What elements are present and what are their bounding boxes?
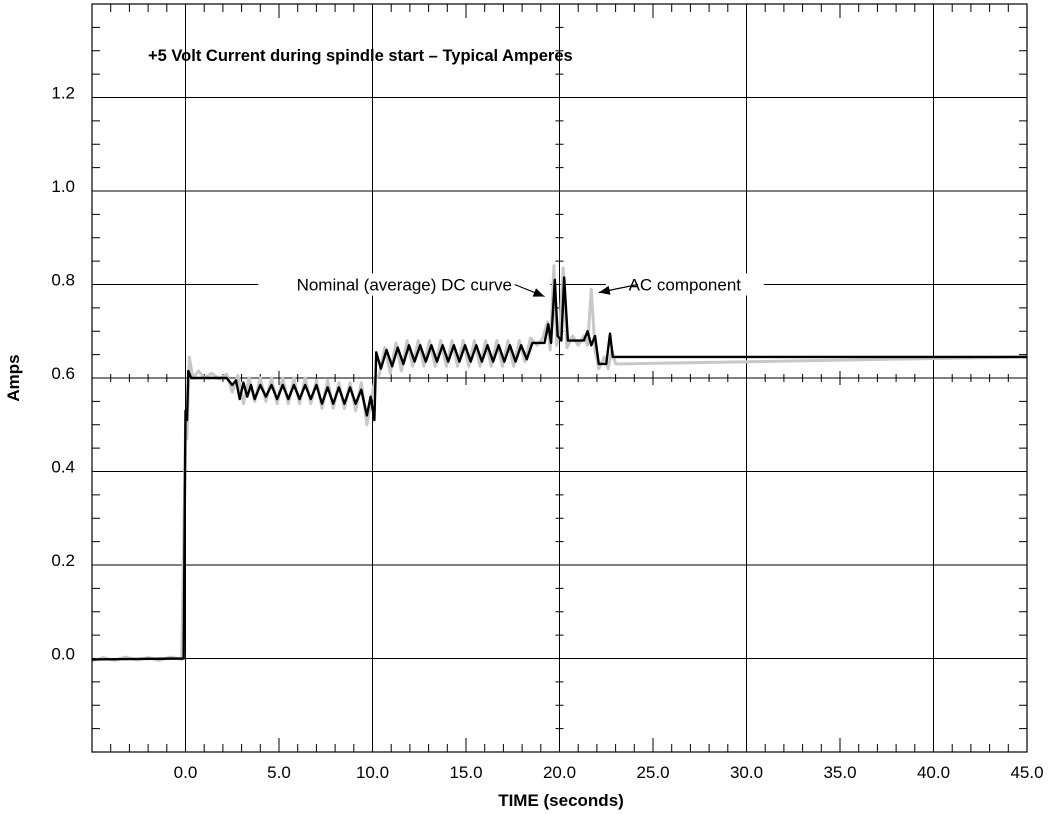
plot-frame xyxy=(91,3,1028,753)
y-tick-label: 0.6 xyxy=(51,364,75,383)
y-tick-label: 1.0 xyxy=(51,177,75,196)
x-tick-label: 20.0 xyxy=(543,763,576,782)
annotation-ac-arrow-head xyxy=(598,285,611,295)
y-tick-label: 0.8 xyxy=(51,271,75,290)
x-tick-label: 0.0 xyxy=(174,763,198,782)
x-tick-label: 15.0 xyxy=(449,763,482,782)
y-tick-label: 0.4 xyxy=(51,458,75,477)
x-tick-label: 45.0 xyxy=(1010,763,1043,782)
annotation-backdrop xyxy=(258,273,551,296)
x-axis-title: TIME (seconds) xyxy=(498,791,624,810)
x-tick-label: 40.0 xyxy=(917,763,950,782)
annotation-dc-arrow-head xyxy=(532,288,545,297)
series-dc-curve xyxy=(91,276,1027,661)
x-tick-label: 25.0 xyxy=(636,763,669,782)
y-tick-label: 1.2 xyxy=(51,84,75,103)
annotation-dc-curve: Nominal (average) DC curve xyxy=(297,276,512,295)
annotations: Nominal (average) DC curve AC component xyxy=(258,273,764,298)
y-tick-labels: 0.0 0.2 0.4 0.6 0.8 1.0 1.2 xyxy=(51,84,75,664)
plot-series xyxy=(91,264,1028,663)
x-tick-label: 30.0 xyxy=(730,763,763,782)
y-tick-label: 0.2 xyxy=(51,551,75,570)
x-tick-label: 35.0 xyxy=(823,763,856,782)
chart-title: +5 Volt Current during spindle start – T… xyxy=(148,47,573,65)
annotation-ac-component: AC component xyxy=(629,276,742,295)
y-tick-label: 0.0 xyxy=(51,645,75,664)
annotation-backdrop xyxy=(605,273,764,296)
x-tick-label: 5.0 xyxy=(267,763,291,782)
x-tick-label: 10.0 xyxy=(356,763,389,782)
y-axis-title: Amps xyxy=(4,354,23,401)
x-tick-labels: 0.0 5.0 10.0 15.0 20.0 25.0 30.0 35.0 40.0 45.0 xyxy=(174,763,1044,782)
